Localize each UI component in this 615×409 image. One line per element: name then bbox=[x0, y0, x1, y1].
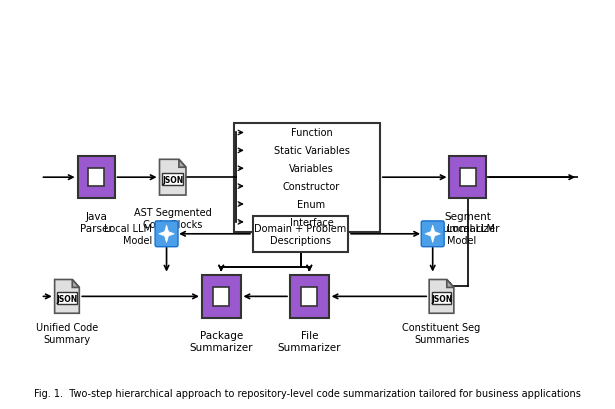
FancyBboxPatch shape bbox=[155, 221, 178, 247]
Polygon shape bbox=[179, 160, 186, 168]
Polygon shape bbox=[425, 225, 440, 243]
Text: Local LLM
Model: Local LLM Model bbox=[105, 223, 153, 245]
Text: Interface: Interface bbox=[290, 217, 333, 227]
Text: Segment
Summarizer: Segment Summarizer bbox=[436, 211, 500, 233]
FancyBboxPatch shape bbox=[421, 221, 444, 247]
Text: AST Segmented
Code Blocks: AST Segmented Code Blocks bbox=[134, 207, 212, 229]
Bar bbox=[460, 169, 476, 187]
Bar bbox=[432, 293, 451, 305]
Polygon shape bbox=[159, 225, 174, 243]
Bar bbox=[234, 123, 380, 232]
Bar bbox=[202, 275, 240, 319]
Text: Static Variables: Static Variables bbox=[274, 146, 349, 156]
Bar bbox=[89, 169, 104, 187]
Text: Variables: Variables bbox=[289, 164, 334, 174]
Text: JSON: JSON bbox=[57, 294, 77, 303]
Text: File
Summarizer: File Summarizer bbox=[277, 330, 341, 352]
Bar bbox=[213, 288, 229, 306]
Text: Enum: Enum bbox=[298, 200, 325, 209]
Text: Function: Function bbox=[291, 128, 332, 138]
Polygon shape bbox=[159, 160, 186, 196]
Polygon shape bbox=[55, 280, 79, 313]
Polygon shape bbox=[72, 280, 79, 288]
Text: Fig. 1.  Two-step hierarchical approach to repository-level code summarization t: Fig. 1. Two-step hierarchical approach t… bbox=[34, 388, 581, 398]
Polygon shape bbox=[429, 280, 454, 313]
Text: Constituent Seg
Summaries: Constituent Seg Summaries bbox=[402, 322, 481, 344]
Bar bbox=[77, 157, 114, 198]
Text: Constructor: Constructor bbox=[283, 182, 340, 192]
Bar bbox=[253, 216, 348, 252]
Bar bbox=[301, 288, 317, 306]
Text: Java
Parser: Java Parser bbox=[80, 211, 113, 233]
Text: Local LLM
Model: Local LLM Model bbox=[446, 223, 495, 245]
Bar bbox=[57, 293, 77, 305]
Text: Domain + Problem
Descriptions: Domain + Problem Descriptions bbox=[255, 223, 347, 245]
Text: Unified Code
Summary: Unified Code Summary bbox=[36, 322, 98, 344]
Text: JSON: JSON bbox=[431, 294, 452, 303]
Bar bbox=[290, 275, 328, 319]
Text: Package
Summarizer: Package Summarizer bbox=[189, 330, 253, 352]
Polygon shape bbox=[446, 280, 454, 288]
Bar bbox=[162, 174, 183, 186]
Text: JSON: JSON bbox=[162, 175, 183, 184]
Bar bbox=[450, 157, 486, 198]
